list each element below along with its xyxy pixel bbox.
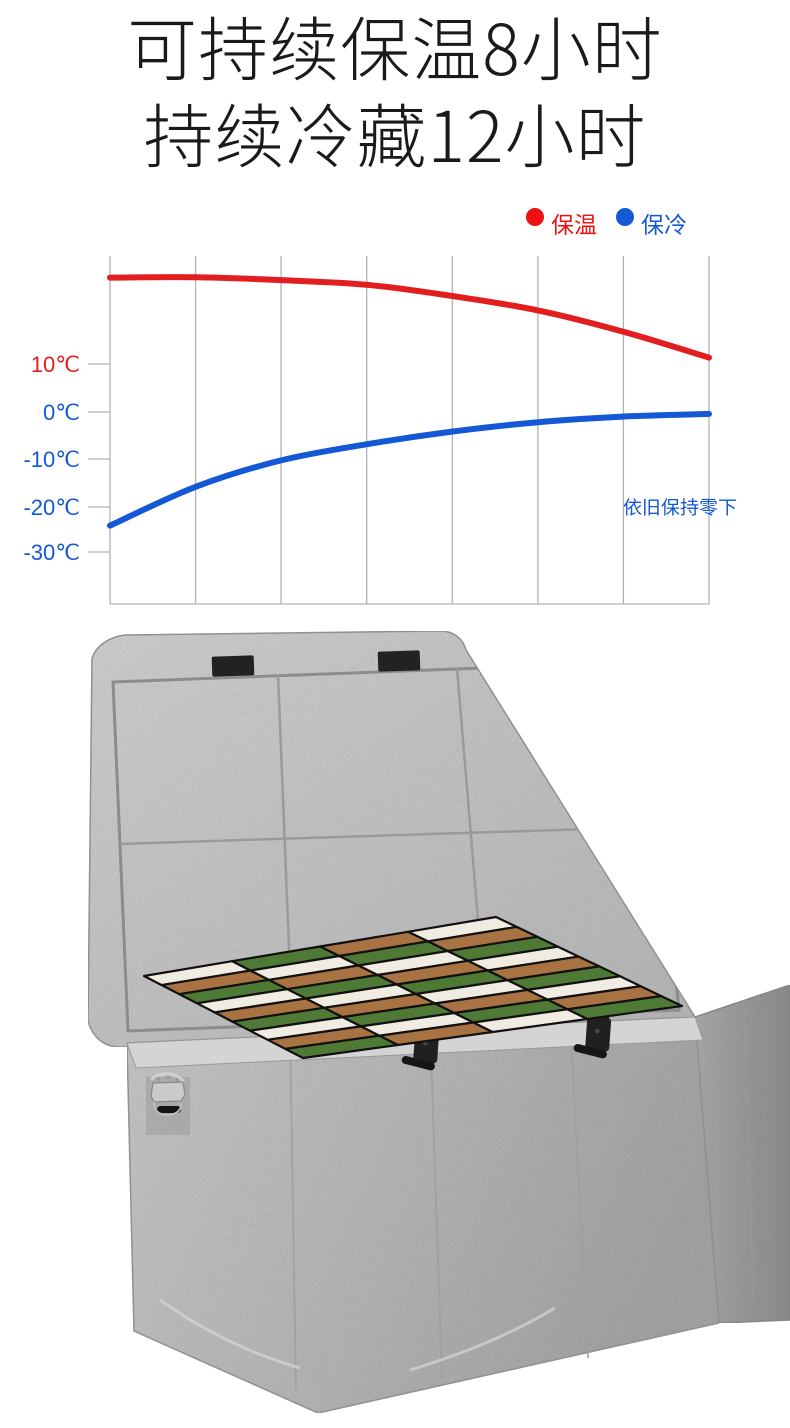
- svg-text:10℃: 10℃: [31, 352, 80, 377]
- svg-text:-20℃: -20℃: [23, 495, 80, 520]
- svg-text:0℃: 0℃: [43, 400, 80, 425]
- svg-text:依旧保持零下: 依旧保持零下: [623, 493, 737, 520]
- svg-text:-10℃: -10℃: [23, 447, 80, 472]
- svg-text:-30℃: -30℃: [23, 540, 80, 565]
